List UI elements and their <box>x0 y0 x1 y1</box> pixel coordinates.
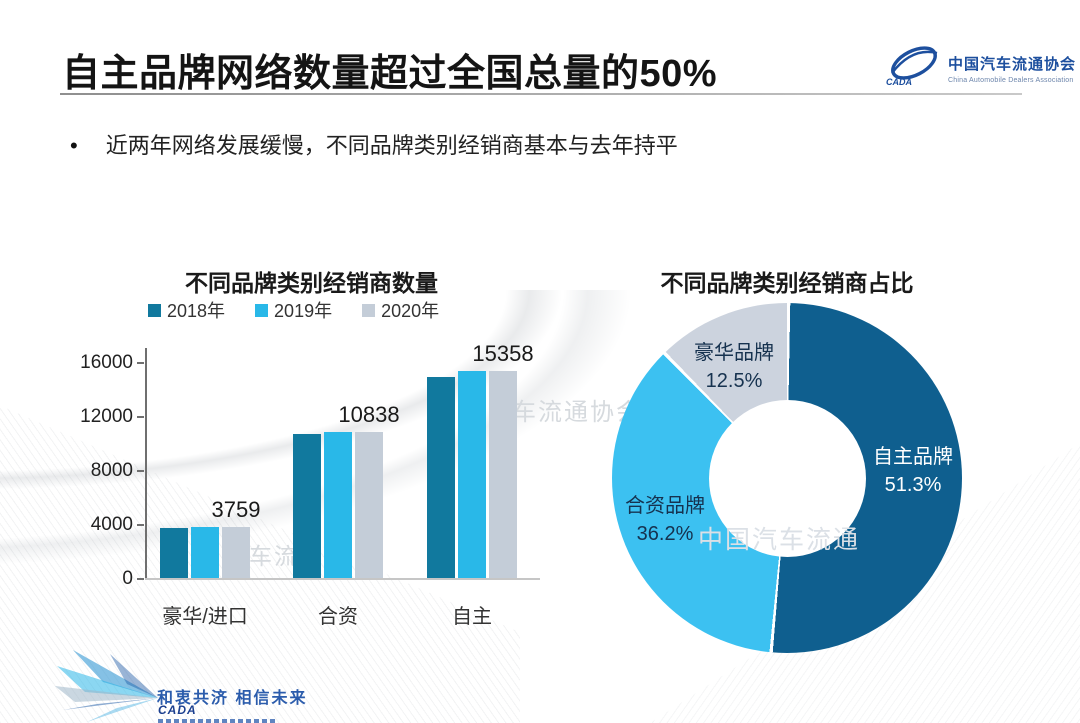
legend-item: 2020年 <box>362 297 439 323</box>
org-name-en: China Automobile Dealers Association <box>948 77 1074 84</box>
bar-chart-title: 不同品牌类别经销商数量 <box>185 270 438 296</box>
svg-text:CADA: CADA <box>886 77 912 87</box>
slice-percent: 36.2% <box>636 523 694 545</box>
donut-chart-title: 不同品牌类别经销商占比 <box>660 270 914 296</box>
legend-label: 2020年 <box>381 301 440 321</box>
title-underline <box>60 93 1022 95</box>
watermark-text: 车流通协会 <box>512 399 642 426</box>
legend-label: 2018年 <box>167 301 226 321</box>
donut-label-own-brand: 自主品牌 51.3% <box>833 446 993 496</box>
footer-cada-logo: CADA <box>158 703 197 717</box>
slice-percent: 12.5% <box>705 370 763 392</box>
cada-swoosh-icon: CADA <box>886 46 938 87</box>
slice-percent: 51.3% <box>884 474 942 496</box>
legend-label: 2019年 <box>274 301 333 321</box>
footer-fan-graphic <box>55 650 158 722</box>
org-name-cn: 中国汽车流通协会 <box>948 56 1077 73</box>
legend-swatch <box>148 303 161 317</box>
donut-label-joint-venture: 合资品牌 36.2% <box>585 495 745 545</box>
org-logo-texts: 中国汽车流通协会 China Automobile Dealers Associ… <box>948 45 1076 84</box>
watermark-text: 中国汽车流通 <box>698 526 861 554</box>
legend-swatch <box>255 303 269 317</box>
slice-label: 豪华品牌 <box>694 342 774 364</box>
slice-label: 自主品牌 <box>873 446 953 468</box>
bullet-text: 近两年网络发展缓慢，不同品牌类别经销商基本与去年持平 <box>105 133 678 158</box>
footer-slogan: 和衷共济 相信未来 <box>157 690 308 707</box>
legend-item: 2018年 <box>148 297 225 323</box>
bar-chart-legend: 2018年 2019年 2020年 <box>148 297 469 323</box>
page-title: 自主品牌网络数量超过全国总量的50% <box>62 53 718 95</box>
org-logo: CADA 中国汽车流通协会 China Automobile Dealers A… <box>882 45 1076 89</box>
donut-hole <box>708 399 866 557</box>
legend-item: 2019年 <box>255 297 332 323</box>
donut-label-luxury: 豪华品牌 12.5% <box>654 342 814 392</box>
legend-swatch <box>362 303 376 317</box>
slice-label: 合资品牌 <box>625 495 705 517</box>
footer-fine-print <box>158 719 276 723</box>
bullet-row: • 近两年网络发展缓慢，不同品牌类别经销商基本与去年持平 <box>70 131 678 161</box>
bullet-marker: • <box>70 133 78 158</box>
watermark-text: 车流 <box>249 543 299 569</box>
